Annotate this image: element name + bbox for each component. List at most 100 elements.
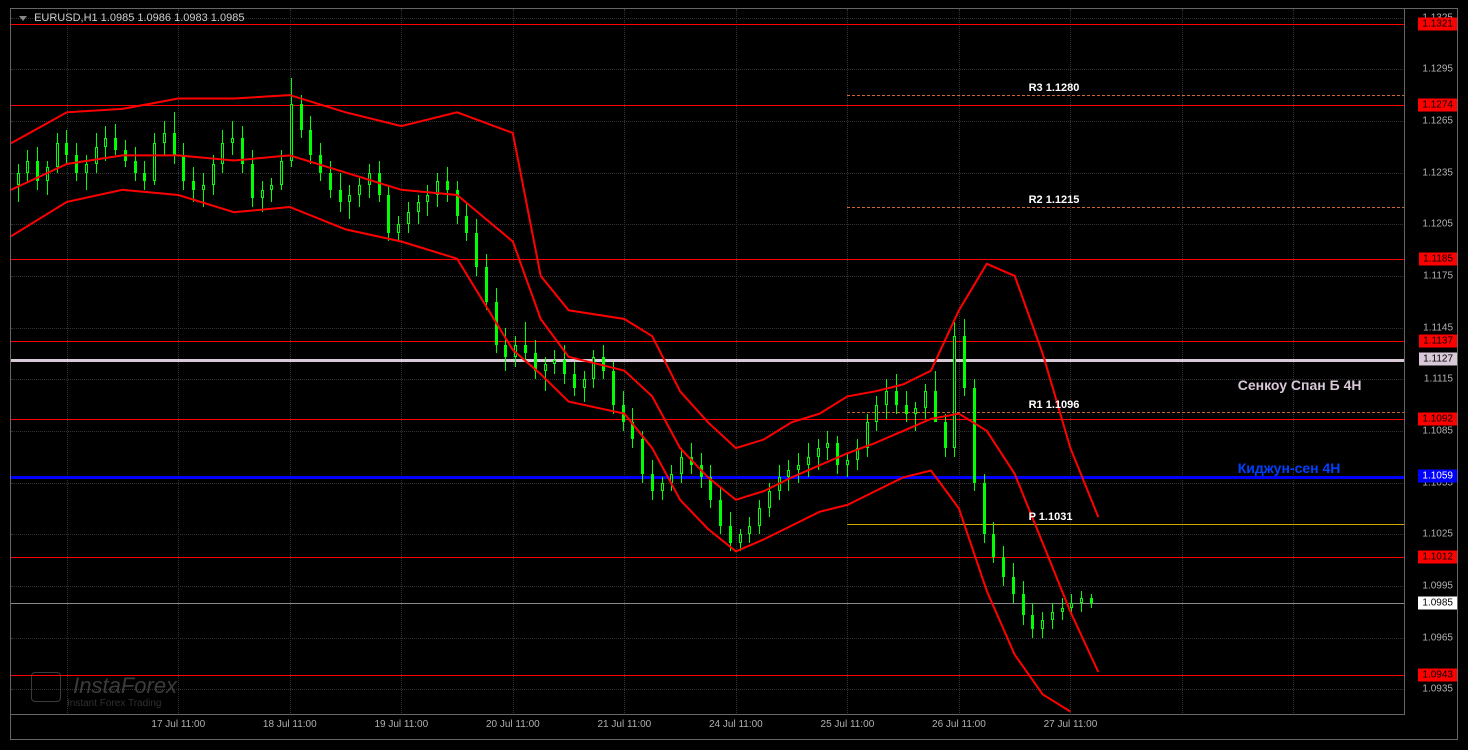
dropdown-icon[interactable]	[19, 16, 27, 21]
candlestick	[661, 477, 664, 499]
title-text: EURUSD,H1 1.0985 1.0986 1.0983 1.0985	[34, 12, 244, 24]
candlestick	[309, 116, 312, 164]
candlestick	[1002, 546, 1005, 586]
price-level-label: 1.1059	[1418, 469, 1457, 482]
candlestick	[680, 448, 683, 482]
candlestick	[56, 133, 59, 173]
candlestick	[817, 439, 820, 470]
chart-plot-area[interactable]: R3 1.1280R2 1.1215R1 1.1096P 1.1031Сенко…	[11, 9, 1405, 715]
candlestick	[319, 143, 322, 181]
candlestick	[895, 374, 898, 414]
candlestick	[46, 161, 49, 195]
candlestick	[475, 219, 478, 276]
watermark-brand: InstaForex	[73, 673, 177, 698]
candlestick	[75, 143, 78, 181]
candlestick	[417, 195, 420, 224]
horizontal-level-line	[11, 419, 1405, 420]
indicator-annotation: Сенкоу Спан Б 4H	[1238, 377, 1362, 393]
candlestick	[368, 164, 371, 198]
candlestick	[329, 161, 332, 199]
y-tick-label: 1.0935	[1422, 684, 1453, 695]
candlestick	[622, 391, 625, 431]
candlestick	[885, 379, 888, 419]
candlestick	[846, 453, 849, 477]
candlestick	[1012, 563, 1015, 603]
candlestick	[641, 431, 644, 483]
candlestick	[1031, 603, 1034, 637]
candlestick	[563, 345, 566, 385]
price-level-label: 1.1185	[1419, 252, 1457, 265]
horizontal-level-line	[11, 557, 1405, 558]
candlestick	[544, 357, 547, 391]
candlestick	[983, 474, 986, 543]
horizontal-level-line	[11, 675, 1405, 676]
candlestick	[17, 164, 20, 202]
indicator-line	[11, 9, 1405, 715]
candlestick	[631, 408, 634, 448]
candlestick	[134, 147, 137, 181]
candlestick	[719, 488, 722, 534]
candlestick	[914, 402, 917, 431]
candlestick	[202, 173, 205, 207]
y-tick-label: 1.1085	[1422, 425, 1453, 436]
pivot-annotation: R1 1.1096	[1029, 399, 1080, 411]
price-level-label: 1.1092	[1418, 412, 1457, 425]
candlestick	[261, 181, 264, 212]
y-tick-label: 1.1265	[1422, 115, 1453, 126]
price-level-label: 1.1127	[1419, 352, 1457, 365]
candlestick	[290, 78, 293, 168]
candlestick	[524, 322, 527, 362]
x-tick-label: 20 Jul 11:00	[486, 719, 540, 730]
horizontal-level-line	[847, 207, 1405, 208]
indicator-annotation: Киджун-сен 4H	[1238, 460, 1341, 476]
candlestick	[553, 350, 556, 374]
candlestick	[866, 414, 869, 457]
candlestick	[114, 124, 117, 155]
horizontal-level-line	[11, 359, 1405, 362]
candlestick	[251, 150, 254, 207]
candlestick	[700, 453, 703, 487]
price-level-label: 1.1012	[1418, 550, 1457, 563]
watermark-subtitle: Instant Forex Trading	[67, 698, 177, 709]
indicator-line	[11, 9, 1405, 715]
x-tick-label: 19 Jul 11:00	[374, 719, 428, 730]
horizontal-level-line	[11, 603, 1405, 604]
candlestick	[221, 130, 224, 173]
candlestick	[85, 155, 88, 189]
candlestick	[300, 95, 303, 138]
candlestick	[1041, 612, 1044, 638]
price-level-label: 1.1274	[1418, 99, 1457, 112]
candlestick	[739, 529, 742, 551]
horizontal-level-line	[11, 476, 1405, 479]
candlestick	[729, 512, 732, 552]
horizontal-level-line	[11, 24, 1405, 25]
candlestick	[836, 436, 839, 474]
chart-inner: EURUSD,H1 1.0985 1.0986 1.0983 1.0985 R3…	[10, 8, 1458, 740]
candlestick	[1061, 598, 1064, 620]
candlestick	[280, 150, 283, 190]
candlestick	[583, 371, 586, 402]
candlestick	[758, 500, 761, 534]
candlestick	[787, 460, 790, 491]
y-tick-label: 1.1205	[1422, 219, 1453, 230]
candlestick	[26, 150, 29, 181]
y-tick-label: 1.0995	[1422, 580, 1453, 591]
pivot-annotation: R3 1.1280	[1029, 82, 1080, 94]
candlestick	[670, 465, 673, 491]
y-tick-label: 1.1295	[1422, 64, 1453, 75]
x-tick-label: 17 Jul 11:00	[151, 719, 205, 730]
candlestick	[768, 483, 771, 517]
y-tick-label: 1.1115	[1424, 374, 1453, 385]
y-tick-label: 1.1175	[1423, 270, 1453, 281]
candlestick	[504, 328, 507, 371]
candlestick	[241, 126, 244, 172]
candlestick	[143, 161, 146, 190]
candlestick	[182, 143, 185, 189]
candlestick	[602, 345, 605, 379]
x-tick-label: 27 Jul 11:00	[1044, 719, 1098, 730]
x-tick-label: 25 Jul 11:00	[821, 719, 875, 730]
candlestick	[231, 121, 234, 155]
chart-title: EURUSD,H1 1.0985 1.0986 1.0983 1.0985	[19, 12, 244, 24]
candlestick	[534, 340, 537, 380]
candlestick	[397, 216, 400, 242]
